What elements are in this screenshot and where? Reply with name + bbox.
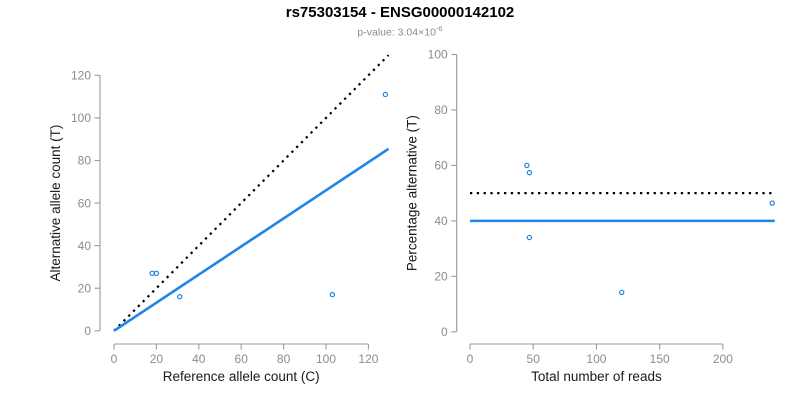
x-tick-label: 20 [150,352,164,366]
y-tick-label: 60 [78,196,92,210]
y-tick-label: 100 [71,111,91,125]
y-tick-label: 100 [428,48,448,62]
y-tick-label: 20 [434,270,448,284]
x-tick-label: 200 [713,352,733,366]
y-tick-label: 80 [434,103,448,117]
right-plot: 0 50 100 150 200 Total number of reads 0 20 40 60… [405,48,775,384]
pvalue-mantissa: 3.04×10 [397,26,436,39]
x-tick-label: 100 [316,352,336,366]
y-tick-label: 20 [78,281,92,295]
left-plot: 0 20 40 60 80 100 120 Reference allele count (C… [48,54,390,384]
x-tick-label: 120 [358,352,378,366]
x-tick-label: 0 [467,352,474,366]
data-point [526,169,533,176]
x-tick-label: 0 [111,352,118,366]
data-point [177,294,183,300]
y-axis-title: Alternative allele count (T) [48,125,63,282]
data-point [153,270,160,277]
x-axis-title: Total number of reads [531,369,662,384]
x-tick-label: 150 [650,352,670,366]
y-tick-label: 0 [84,324,91,338]
y-tick-label: 80 [78,154,92,168]
y-tick-label: 120 [71,69,91,83]
data-point [526,234,533,241]
y-tick-label: 60 [434,159,448,173]
data-point [329,291,336,298]
y-tick-label: 40 [434,214,448,228]
data-point [769,200,775,206]
pvalue-exponent: -6 [435,24,443,33]
x-tick-label: 40 [192,352,206,366]
regression-line [113,147,390,332]
identity-line [113,54,390,332]
y-axis-title: Percentage alternative (T) [405,115,420,271]
y-tick-label: 0 [441,325,448,339]
data-point [619,289,625,296]
pvalue-subtitle: p-value: 3.04×10-6 [0,24,800,39]
pvalue-label: p-value: [357,26,398,39]
data-point [382,91,389,98]
x-tick-label: 50 [527,352,541,366]
y-tick-label: 40 [78,239,92,253]
x-axis-title: Reference allele count (C) [163,369,320,384]
x-tick-label: 100 [586,352,606,366]
data-point [149,270,155,277]
x-tick-label: 60 [235,352,249,366]
data-point [524,162,530,169]
x-tick-label: 80 [277,352,291,366]
page-title: rs75303154 - ENSG00000142102 [285,4,515,21]
